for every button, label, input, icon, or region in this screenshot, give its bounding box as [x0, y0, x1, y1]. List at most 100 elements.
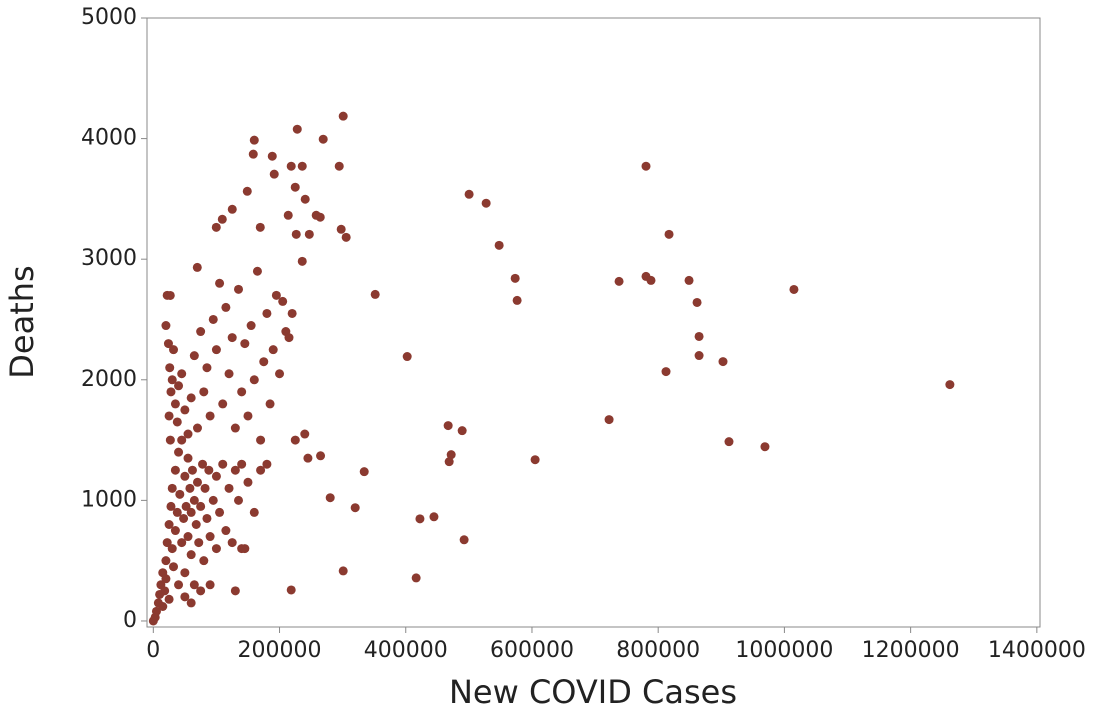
x-tick-label: 600000 — [490, 638, 574, 663]
point — [338, 566, 348, 576]
point — [189, 495, 199, 505]
point — [664, 229, 674, 239]
point — [287, 308, 297, 318]
point — [300, 194, 310, 204]
x-tick-label: 200000 — [238, 638, 322, 663]
y-tick-label: 1000 — [81, 487, 137, 512]
point — [694, 331, 704, 341]
point — [169, 345, 179, 355]
point — [217, 214, 227, 224]
point — [166, 501, 176, 511]
x-tick-label: 400000 — [364, 638, 448, 663]
point — [151, 606, 161, 616]
point — [174, 447, 184, 457]
point — [661, 367, 671, 377]
point — [359, 467, 369, 477]
point — [196, 327, 206, 337]
point — [481, 198, 491, 208]
point — [165, 435, 175, 445]
point — [177, 369, 187, 379]
point — [303, 453, 313, 463]
point — [297, 161, 307, 171]
point — [196, 501, 206, 511]
point — [512, 295, 522, 305]
point — [240, 339, 250, 349]
point — [614, 276, 624, 286]
point — [202, 363, 212, 373]
point — [334, 161, 344, 171]
point — [604, 415, 614, 425]
point — [275, 369, 285, 379]
point — [291, 229, 301, 239]
point — [341, 232, 351, 242]
point — [161, 574, 171, 584]
point — [446, 450, 456, 460]
point — [170, 526, 180, 536]
point — [718, 357, 728, 367]
point — [350, 503, 360, 513]
point — [286, 585, 296, 595]
point — [249, 375, 259, 385]
point — [370, 289, 380, 299]
point — [271, 290, 281, 300]
point — [243, 477, 253, 487]
point — [252, 266, 262, 276]
point — [186, 550, 196, 560]
point — [234, 495, 244, 505]
point — [164, 519, 174, 529]
x-axis-label: New COVID Cases — [449, 673, 737, 711]
point — [187, 465, 197, 475]
point — [304, 229, 314, 239]
point — [457, 426, 467, 436]
point — [443, 421, 453, 431]
point — [189, 351, 199, 361]
point — [227, 204, 237, 214]
y-tick-label: 5000 — [81, 5, 137, 30]
point — [290, 435, 300, 445]
point — [164, 411, 174, 421]
point — [162, 538, 172, 548]
point — [205, 532, 215, 542]
point — [269, 169, 279, 179]
point — [198, 459, 208, 469]
point — [199, 556, 209, 566]
point — [256, 465, 266, 475]
point — [297, 256, 307, 266]
point — [249, 507, 259, 517]
point — [211, 345, 221, 355]
y-tick-label: 0 — [123, 608, 137, 633]
point — [202, 513, 212, 523]
point — [174, 381, 184, 391]
point — [186, 598, 196, 608]
point — [218, 399, 228, 409]
point — [161, 321, 171, 331]
point — [249, 135, 259, 145]
y-axis-label: Deaths — [3, 265, 41, 378]
point — [530, 455, 540, 465]
point — [227, 538, 237, 548]
point — [459, 535, 469, 545]
point — [161, 556, 171, 566]
point — [169, 562, 179, 572]
point — [180, 471, 190, 481]
point — [211, 544, 221, 554]
point — [192, 423, 202, 433]
point — [338, 111, 348, 121]
point — [267, 151, 277, 161]
point — [183, 532, 193, 542]
point — [318, 134, 328, 144]
point — [175, 489, 185, 499]
point — [684, 275, 694, 285]
point — [208, 495, 218, 505]
point — [242, 186, 252, 196]
point — [189, 580, 199, 590]
point — [284, 333, 294, 343]
point — [208, 314, 218, 324]
point — [215, 507, 225, 517]
x-tick-label: 800000 — [616, 638, 700, 663]
point — [192, 262, 202, 272]
point — [224, 369, 234, 379]
point — [283, 210, 293, 220]
point — [170, 399, 180, 409]
point — [170, 465, 180, 475]
